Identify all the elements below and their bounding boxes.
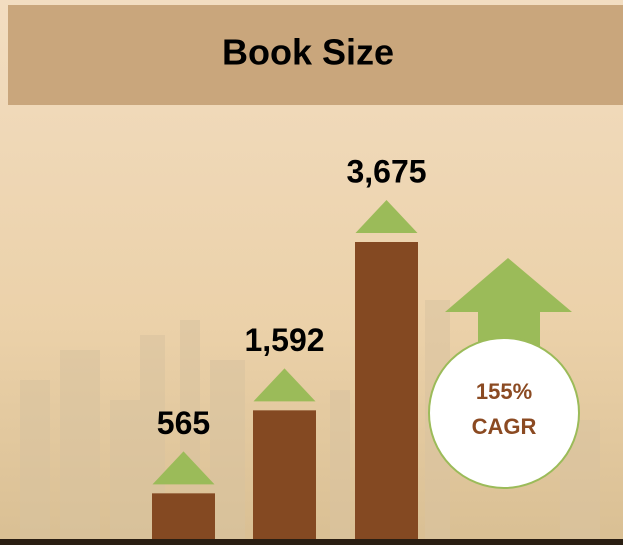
value-label: 1,592 — [244, 322, 324, 358]
value-label: 565 — [157, 405, 210, 441]
bar — [355, 242, 418, 539]
bar — [253, 410, 316, 539]
value-label: 3,675 — [346, 153, 426, 189]
baseline — [0, 539, 623, 545]
cagr-value: 155% — [476, 379, 532, 404]
chart-title: Book Size — [222, 32, 394, 73]
bar — [152, 493, 215, 539]
cagr-label: CAGR — [472, 414, 537, 439]
page: {"chart_data": {"type": "bar", "title": … — [0, 0, 623, 545]
chart: Book Size 155% CAGR 565 1,592 3,675 — [0, 0, 623, 545]
